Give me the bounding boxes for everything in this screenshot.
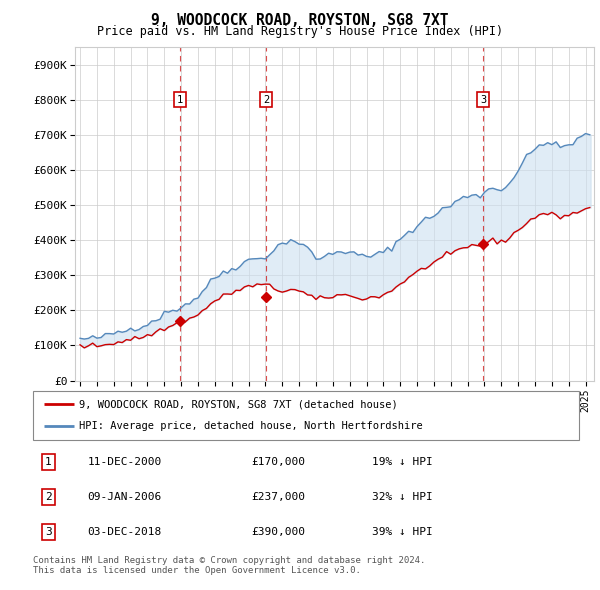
Text: 39% ↓ HPI: 39% ↓ HPI bbox=[371, 527, 432, 537]
Text: Contains HM Land Registry data © Crown copyright and database right 2024.
This d: Contains HM Land Registry data © Crown c… bbox=[33, 556, 425, 575]
Text: £237,000: £237,000 bbox=[251, 492, 305, 502]
Text: 3: 3 bbox=[480, 95, 486, 105]
Text: 9, WOODCOCK ROAD, ROYSTON, SG8 7XT: 9, WOODCOCK ROAD, ROYSTON, SG8 7XT bbox=[151, 13, 449, 28]
Text: 09-JAN-2006: 09-JAN-2006 bbox=[88, 492, 162, 502]
Text: 1: 1 bbox=[45, 457, 52, 467]
Text: 2: 2 bbox=[263, 95, 269, 105]
Text: 03-DEC-2018: 03-DEC-2018 bbox=[88, 527, 162, 537]
FancyBboxPatch shape bbox=[33, 391, 579, 440]
Text: 1: 1 bbox=[177, 95, 183, 105]
Text: HPI: Average price, detached house, North Hertfordshire: HPI: Average price, detached house, Nort… bbox=[79, 421, 423, 431]
Text: £390,000: £390,000 bbox=[251, 527, 305, 537]
Text: 9, WOODCOCK ROAD, ROYSTON, SG8 7XT (detached house): 9, WOODCOCK ROAD, ROYSTON, SG8 7XT (deta… bbox=[79, 399, 398, 409]
Text: 11-DEC-2000: 11-DEC-2000 bbox=[88, 457, 162, 467]
Text: £170,000: £170,000 bbox=[251, 457, 305, 467]
Text: 2: 2 bbox=[45, 492, 52, 502]
Text: Price paid vs. HM Land Registry's House Price Index (HPI): Price paid vs. HM Land Registry's House … bbox=[97, 25, 503, 38]
Text: 19% ↓ HPI: 19% ↓ HPI bbox=[371, 457, 432, 467]
Text: 32% ↓ HPI: 32% ↓ HPI bbox=[371, 492, 432, 502]
Text: 3: 3 bbox=[45, 527, 52, 537]
